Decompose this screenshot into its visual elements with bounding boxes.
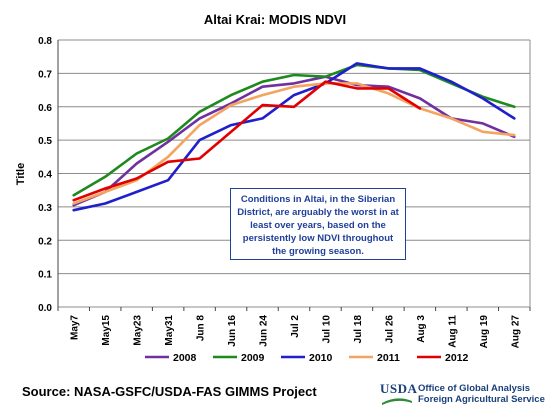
legend: 2008 2009 2010 2011 2012 (145, 352, 469, 364)
y-tick-label: 0.0 (38, 303, 52, 314)
axes: 0.0 0.1 0.2 0.3 0.4 0.5 0.6 0.7 0.8 May7 May15 May2… (38, 36, 531, 349)
x-tick-label: Aug 11 (447, 315, 458, 348)
x-tick-label: Jul 18 (353, 315, 364, 344)
x-tick-label: Jul 26 (384, 315, 395, 344)
x-tick-label: Jul 2 (290, 315, 301, 338)
usda-logo: USDA (380, 381, 418, 407)
y-tick-label: 0.1 (38, 270, 52, 281)
legend-label-2011: 2011 (377, 352, 400, 364)
office-line-1: Office of Global Analysis (418, 383, 531, 394)
y-tick-label: 0.5 (38, 136, 52, 147)
x-tick-label: May31 (164, 315, 175, 346)
annotation-box: Conditions in Altai, in the Siberian Dis… (230, 188, 406, 260)
series-line-2009 (72, 63, 516, 197)
x-tick-label: Aug 19 (479, 315, 490, 349)
grid (58, 39, 530, 308)
x-tick-label: Jul 10 (321, 315, 332, 344)
x-tick-label: Aug 27 (510, 315, 521, 349)
y-tick-label: 0.3 (38, 203, 52, 214)
usda-logo-text: USDA (380, 381, 418, 396)
series-line-2010 (72, 62, 516, 212)
y-axis-label: Title (15, 163, 27, 185)
x-tick-label: Jun 8 (196, 315, 207, 342)
series-lines (72, 62, 516, 212)
y-tick-label: 0.8 (38, 36, 52, 47)
series-line-2012 (72, 80, 422, 202)
y-tick-label: 0.7 (38, 69, 52, 80)
series-line-2011 (72, 82, 516, 205)
x-tick-label: May7 (70, 315, 81, 340)
legend-label-2010: 2010 (309, 352, 333, 364)
y-tick-label: 0.4 (38, 170, 52, 181)
legend-label-2012: 2012 (445, 352, 469, 364)
legend-label-2009: 2009 (241, 352, 265, 364)
x-tick-label: Aug 3 (416, 315, 427, 343)
legend-label-2008: 2008 (173, 352, 197, 364)
series-line-2008 (72, 75, 516, 207)
office-text: Office of Global Analysis Foreign Agricu… (418, 383, 545, 405)
x-tick-label: Jun 24 (259, 315, 270, 347)
y-tick-label: 0.2 (38, 236, 52, 247)
usda-swoosh-icon (382, 398, 412, 405)
y-tick-label: 0.6 (38, 103, 52, 114)
x-tick-label: Jun 16 (227, 315, 238, 347)
office-line-2: Foreign Agricultural Service (418, 394, 545, 405)
chart-title: Altai Krai: MODIS NDVI (204, 12, 346, 27)
source-text: Source: NASA-GSFC/USDA-FAS GIMMS Project (22, 384, 317, 399)
x-tick-label: May15 (101, 315, 112, 346)
x-tick-label: May23 (133, 315, 144, 346)
